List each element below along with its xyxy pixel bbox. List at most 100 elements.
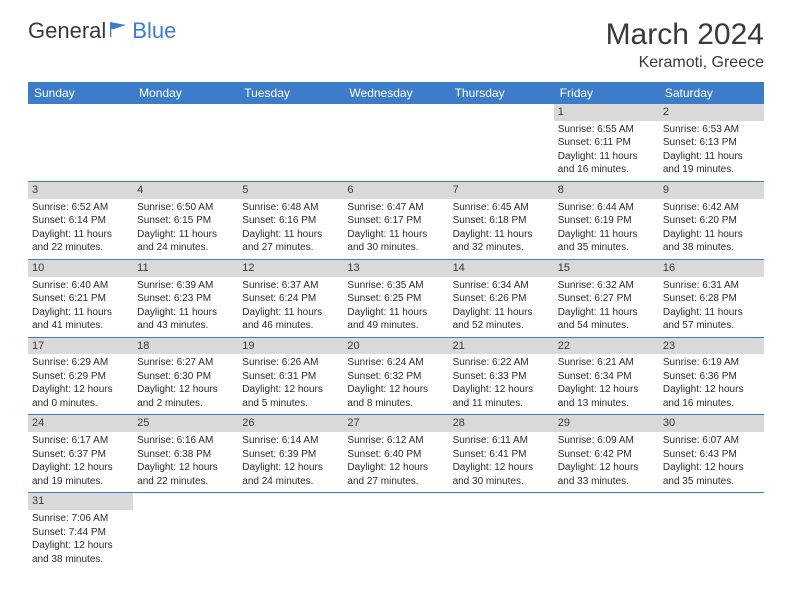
sunrise-text: Sunrise: 6:55 AM [558,123,655,137]
day-number: 31 [28,493,133,510]
sunset-text: Sunset: 6:18 PM [453,214,550,228]
sunset-text: Sunset: 6:38 PM [137,448,234,462]
day-number: 11 [133,260,238,277]
sunrise-text: Sunrise: 6:07 AM [663,434,760,448]
sunset-text: Sunset: 7:44 PM [32,526,129,540]
day-number: 23 [659,338,764,355]
week-row: 17Sunrise: 6:29 AMSunset: 6:29 PMDayligh… [28,338,764,416]
day-cell: 2Sunrise: 6:53 AMSunset: 6:13 PMDaylight… [659,104,764,181]
day-cell: 22Sunrise: 6:21 AMSunset: 6:34 PMDayligh… [554,338,659,415]
sunrise-text: Sunrise: 6:11 AM [453,434,550,448]
daylight-text: Daylight: 11 hours and 54 minutes. [558,306,655,333]
daylight-text: Daylight: 11 hours and 35 minutes. [558,228,655,255]
day-cell: 11Sunrise: 6:39 AMSunset: 6:23 PMDayligh… [133,260,238,337]
day-cell: 29Sunrise: 6:09 AMSunset: 6:42 PMDayligh… [554,415,659,492]
day-cell [449,493,554,570]
sunrise-text: Sunrise: 6:27 AM [137,356,234,370]
sunset-text: Sunset: 6:40 PM [347,448,444,462]
day-number: 26 [238,415,343,432]
weekday-header: Wednesday [343,82,448,104]
weekday-header: Tuesday [238,82,343,104]
logo-text-blue: Blue [132,18,176,44]
daylight-text: Daylight: 12 hours and 38 minutes. [32,539,129,566]
weeks-container: 1Sunrise: 6:55 AMSunset: 6:11 PMDaylight… [28,104,764,570]
day-number: 12 [238,260,343,277]
day-cell [238,104,343,181]
sunset-text: Sunset: 6:16 PM [242,214,339,228]
sunrise-text: Sunrise: 6:21 AM [558,356,655,370]
sunset-text: Sunset: 6:20 PM [663,214,760,228]
day-number: 10 [28,260,133,277]
sunrise-text: Sunrise: 6:24 AM [347,356,444,370]
day-cell [659,493,764,570]
weekday-header: Saturday [659,82,764,104]
sunrise-text: Sunrise: 6:53 AM [663,123,760,137]
sunrise-text: Sunrise: 6:50 AM [137,201,234,215]
sunrise-text: Sunrise: 6:26 AM [242,356,339,370]
day-number: 20 [343,338,448,355]
day-cell: 23Sunrise: 6:19 AMSunset: 6:36 PMDayligh… [659,338,764,415]
sunset-text: Sunset: 6:37 PM [32,448,129,462]
sunset-text: Sunset: 6:13 PM [663,136,760,150]
day-number: 9 [659,182,764,199]
day-cell: 25Sunrise: 6:16 AMSunset: 6:38 PMDayligh… [133,415,238,492]
month-title: March 2024 [606,18,764,52]
sunrise-text: Sunrise: 6:48 AM [242,201,339,215]
day-cell: 5Sunrise: 6:48 AMSunset: 6:16 PMDaylight… [238,182,343,259]
sunrise-text: Sunrise: 6:22 AM [453,356,550,370]
sunset-text: Sunset: 6:36 PM [663,370,760,384]
week-row: 24 Sunrise: 6:17 AMSunset: 6:37 PM Dayligh… [28,415,764,493]
sunset-text: Sunset: 6:43 PM [663,448,760,462]
sunrise-text: Sunrise: 6:17 AM [32,434,129,448]
location: Keramoti, Greece [606,54,764,72]
weekday-header: Friday [554,82,659,104]
sunset-text: Sunset: 6:21 PM [32,292,129,306]
sunrise-text: Sunrise: 6:12 AM [347,434,444,448]
daylight-text: Daylight: 11 hours and 19 minutes. [663,150,760,177]
day-number: 3 [28,182,133,199]
day-number: 21 [449,338,554,355]
weekday-header: Sunday [28,82,133,104]
sunrise-text: Sunrise: 6:32 AM [558,279,655,293]
sunset-text: Sunset: 6:32 PM [347,370,444,384]
sunset-text: Sunset: 6:39 PM [242,448,339,462]
sunset-text: Sunset: 6:19 PM [558,214,655,228]
day-cell: 26Sunrise: 6:14 AMSunset: 6:39 PMDayligh… [238,415,343,492]
sunset-text: Sunset: 6:34 PM [558,370,655,384]
daylight-text: Daylight: 12 hours and 33 minutes. [558,461,655,488]
daylight-text: Daylight: 12 hours and 35 minutes. [663,461,760,488]
day-number: 8 [554,182,659,199]
logo: General Blue [28,18,176,44]
sunset-text: Sunset: 6:24 PM [242,292,339,306]
daylight-text: Daylight: 12 hours and 2 minutes. [137,383,234,410]
sunrise-text: Sunrise: 6:37 AM [242,279,339,293]
daylight-text: Daylight: 11 hours and 38 minutes. [663,228,760,255]
sunrise-text: Sunrise: 6:31 AM [663,279,760,293]
day-cell: 24Sunrise: 6:17 AMSunset: 6:37 PMDayligh… [28,415,133,492]
day-number: 24 [28,415,133,432]
daylight-text: Daylight: 11 hours and 43 minutes. [137,306,234,333]
day-cell: 9Sunrise: 6:42 AMSunset: 6:20 PMDaylight… [659,182,764,259]
day-cell [28,104,133,181]
sunrise-text: Sunrise: 6:44 AM [558,201,655,215]
day-cell [238,493,343,570]
sunset-text: Sunset: 6:14 PM [32,214,129,228]
day-cell: 20Sunrise: 6:24 AMSunset: 6:32 PMDayligh… [343,338,448,415]
day-cell: 17Sunrise: 6:29 AMSunset: 6:29 PMDayligh… [28,338,133,415]
daylight-text: Daylight: 12 hours and 0 minutes. [32,383,129,410]
day-cell: 19Sunrise: 6:26 AMSunset: 6:31 PMDayligh… [238,338,343,415]
title-block: March 2024 Keramoti, Greece [606,18,764,72]
week-row: 10Sunrise: 6:40 AMSunset: 6:21 PMDayligh… [28,260,764,338]
day-cell: 28Sunrise: 6:11 AMSunset: 6:41 PMDayligh… [449,415,554,492]
daylight-text: Daylight: 11 hours and 57 minutes. [663,306,760,333]
day-cell: 10Sunrise: 6:40 AMSunset: 6:21 PMDayligh… [28,260,133,337]
sunrise-text: Sunrise: 6:39 AM [137,279,234,293]
day-number: 25 [133,415,238,432]
logo-flag-icon [106,18,132,44]
daylight-text: Daylight: 12 hours and 22 minutes. [137,461,234,488]
daylight-text: Daylight: 12 hours and 30 minutes. [453,461,550,488]
day-number: 16 [659,260,764,277]
day-number: 22 [554,338,659,355]
week-row: 1Sunrise: 6:55 AMSunset: 6:11 PMDaylight… [28,104,764,182]
day-number: 19 [238,338,343,355]
